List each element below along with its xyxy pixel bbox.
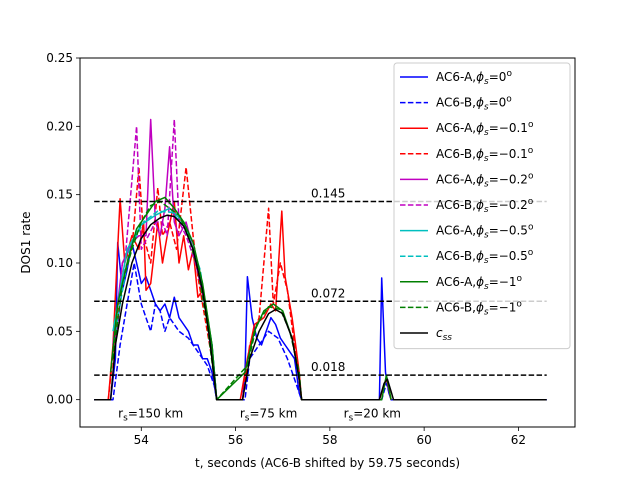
legend-label-10: css (436, 326, 452, 343)
x-tick-label-1: 56 (228, 433, 243, 447)
y-tick-label-2: 0.10 (46, 256, 73, 270)
x-axis-label: t, seconds (AC6-B shifted by 59.75 secon… (195, 456, 460, 470)
region-label-1: rs=75 km (240, 406, 297, 423)
series-line-1 (94, 262, 547, 401)
series-layer (94, 118, 547, 401)
region-labels: rs=150 km rs=75 km rs=20 km (118, 406, 401, 423)
legend-label-6: AC6-A,ϕs=−0.5o (436, 223, 534, 241)
series-line-0 (94, 241, 547, 401)
series-line-10 (94, 214, 547, 401)
legend-label-5: AC6-B,ϕs=−0.2o (436, 197, 534, 215)
legend-label-2: AC6-A,ϕs=−0.1o (436, 120, 534, 138)
y-tick-label-3: 0.15 (46, 188, 73, 202)
y-tick-label-4: 0.20 (46, 119, 73, 133)
reference-label-0: 0.145 (311, 187, 345, 201)
x-tick-label-3: 60 (417, 433, 432, 447)
legend-label-8: AC6-A,ϕs=−1o (436, 274, 522, 292)
legend-box (393, 62, 571, 350)
reference-label-1: 0.072 (311, 286, 345, 300)
y-axis-label: DOS1 rate (19, 211, 33, 273)
legend-label-7: AC6-B,ϕs=−0.5o (436, 248, 534, 266)
y-tick-label-1: 0.05 (46, 324, 73, 338)
reference-lines: 0.145 0.072 0.018 (94, 187, 547, 376)
x-tick-label-2: 58 (322, 433, 337, 447)
y-tick-label-0: 0.00 (46, 393, 73, 407)
y-tick-label-5: 0.25 (46, 51, 73, 65)
reference-label-2: 0.018 (311, 360, 345, 374)
series-line-3 (107, 166, 303, 401)
series-line-5 (114, 118, 218, 400)
legend: AC6-A,ϕs=0o AC6-B,ϕs=0o AC6-A,ϕs=−0.1o AC6-… (393, 62, 571, 350)
region-label-2: rs=20 km (344, 406, 401, 423)
region-label-0: rs=150 km (118, 406, 183, 423)
x-tick-label-4: 62 (511, 433, 526, 447)
legend-label-4: AC6-A,ϕs=−0.2o (436, 171, 534, 189)
legend-label-3: AC6-B,ϕs=−0.1o (436, 146, 534, 164)
legend-label-9: AC6-B,ϕs=−1o (436, 299, 522, 317)
y-axis-ticks: 0.00 0.05 0.10 0.15 0.20 0.25 (46, 51, 80, 407)
legend-label-1: AC6-B,ϕs=0o (436, 95, 512, 113)
x-axis-ticks: 54 56 58 60 62 (134, 427, 526, 447)
x-tick-label-0: 54 (134, 433, 149, 447)
axes-frame (79, 57, 576, 428)
legend-label-0: AC6-A,ϕs=0o (436, 69, 512, 87)
